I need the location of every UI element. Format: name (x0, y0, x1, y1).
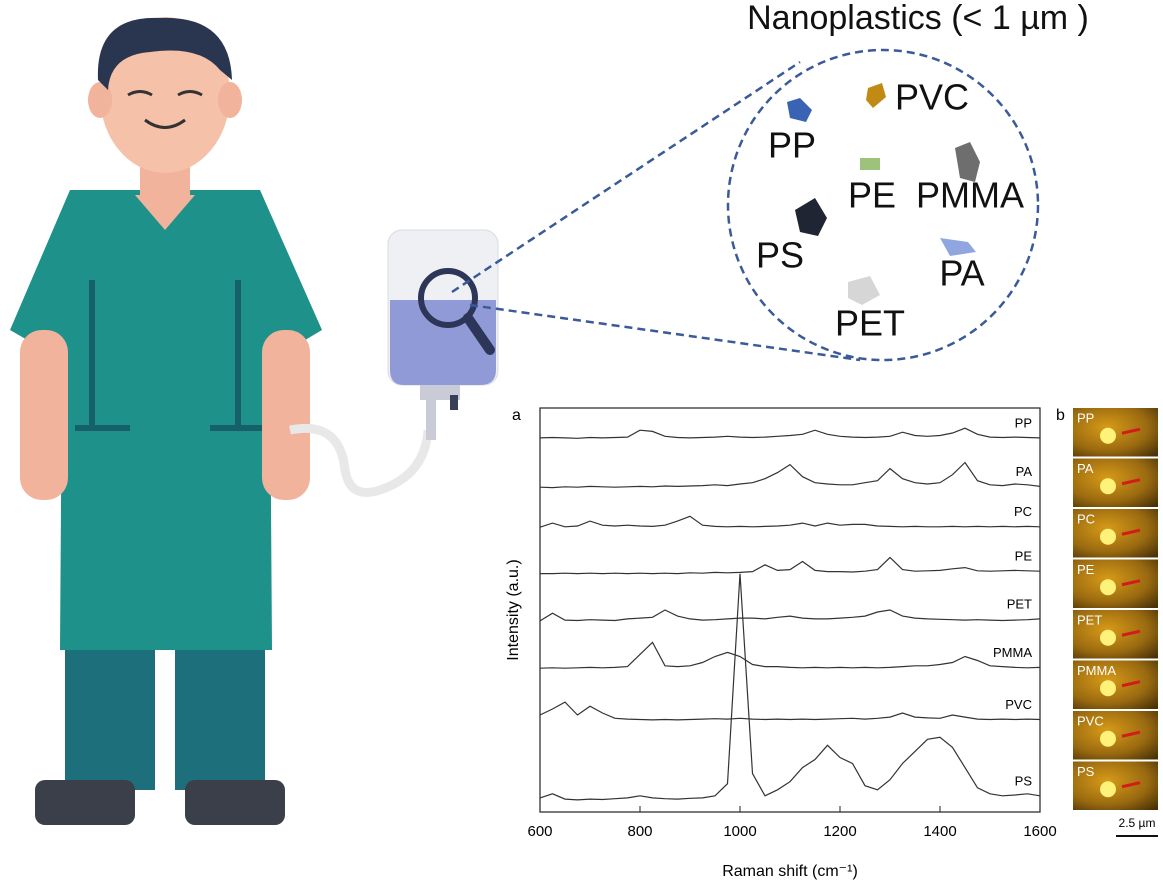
x-tick-label: 800 (627, 823, 652, 840)
series-label: PMMA (993, 645, 1032, 660)
particle-label: PP (768, 125, 816, 166)
micrograph-tile (1073, 660, 1158, 709)
micrograph-tile (1073, 559, 1158, 608)
x-tick-label: 1600 (1023, 823, 1056, 840)
micrograph-label: PMMA (1077, 663, 1116, 678)
iv-bag (387, 229, 499, 440)
arrow (1121, 629, 1141, 637)
series-label: PA (1016, 464, 1033, 479)
micrograph-tile (1073, 509, 1158, 558)
series-label: PP (1015, 415, 1032, 430)
particle-spot (1100, 680, 1116, 697)
micrograph-label: PVC (1077, 713, 1104, 728)
micrograph-label: PE (1077, 562, 1095, 577)
spectrum (539, 461, 1041, 489)
series-label: PET (1007, 596, 1032, 611)
panel-label: a (512, 407, 521, 424)
particles (787, 83, 980, 305)
x-axis-label: Raman shift (cm⁻¹) (722, 863, 858, 880)
x-tick-label: 1400 (923, 823, 956, 840)
particle-spot (1100, 478, 1116, 495)
particle-spot (1100, 730, 1116, 747)
scale-bar-label: 2.5 µm (1119, 816, 1156, 830)
spectrum (539, 573, 1041, 801)
zoom-view (451, 48, 1040, 362)
series-label: PS (1015, 773, 1033, 788)
arrow (1121, 427, 1141, 435)
micrograph-tile (1073, 408, 1158, 457)
spectra: 600 800 1000 1200 1400 1600 PP PA PC PE PET PMMA PVC… (527, 415, 1056, 840)
zoom-line (469, 303, 861, 362)
person-illustration (10, 17, 433, 825)
particle-spot (1100, 579, 1116, 596)
x-tick-label: 1000 (723, 823, 756, 840)
series-label: PVC (1005, 697, 1032, 712)
spectrum (539, 641, 1041, 669)
spectrum (539, 609, 1041, 622)
particle-label: PE (848, 175, 896, 216)
particle-label: PET (835, 303, 905, 344)
micrograph-label: PP (1077, 410, 1094, 425)
arrow (1121, 528, 1141, 536)
arrow (1121, 680, 1141, 688)
arrow (1121, 478, 1141, 486)
zoom-line (451, 60, 801, 294)
arrow (1121, 781, 1141, 789)
diagram-title: Nanoplastics (< 1 µm ) (747, 0, 1089, 37)
micrographs: PP PA PC PE PET PMMA PVC PS (1073, 408, 1158, 810)
particle-spot (1100, 528, 1116, 545)
x-tick-label: 1200 (823, 823, 856, 840)
particle-label: PMMA (916, 175, 1024, 216)
micrograph-label: PS (1077, 764, 1095, 779)
spectrum (540, 556, 1041, 575)
dashed-circle (726, 48, 1040, 362)
arrow (1121, 730, 1141, 738)
spectrum (539, 701, 1041, 721)
spectrum (539, 515, 1041, 528)
micrograph-tile (1073, 610, 1158, 659)
particle-spot (1100, 427, 1116, 444)
particle-label: PVC (895, 77, 969, 118)
particle-spot (1100, 781, 1116, 798)
micrograph-label: PC (1077, 511, 1095, 526)
micrograph-tile (1073, 458, 1158, 507)
y-axis-label: Intensity (a.u.) (505, 559, 522, 660)
series-label: PE (1015, 549, 1033, 564)
particle-spot (1100, 629, 1116, 646)
particle-labels: PP PVC PE PMMA PS PA PET (756, 77, 1024, 344)
particle-label: PA (939, 253, 984, 294)
micrograph-label: PET (1077, 612, 1102, 627)
x-tick-label: 600 (527, 823, 552, 840)
series-label: PC (1014, 504, 1032, 519)
micrograph-tile (1073, 711, 1158, 760)
spectrum (539, 427, 1041, 439)
panel-label: b (1056, 407, 1065, 424)
arrow (1121, 579, 1141, 587)
plot-frame (539, 407, 1041, 813)
micrograph-tile (1073, 761, 1158, 810)
micrograph-label: PA (1077, 461, 1094, 476)
particle-label: PS (756, 235, 804, 276)
